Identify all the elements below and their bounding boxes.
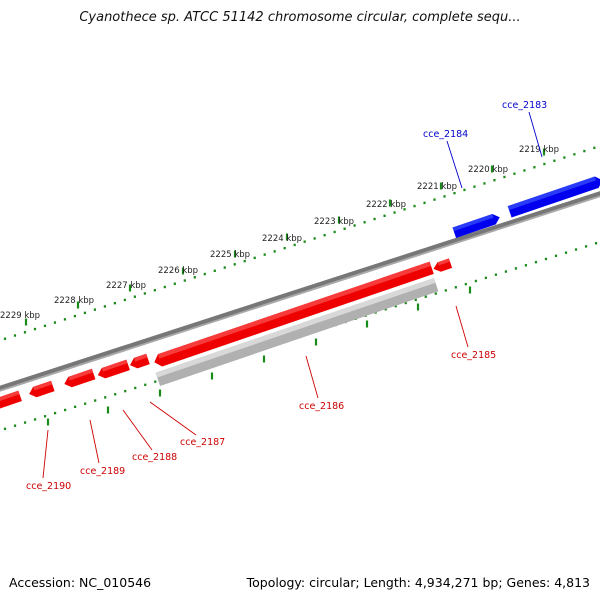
gene-label[interactable]: cce_2189 xyxy=(80,466,125,477)
scale-label: 2223 kbp xyxy=(314,217,354,227)
gene-label[interactable]: cce_2190 xyxy=(26,481,71,492)
scale-label: 2222 kbp xyxy=(366,200,406,210)
backbone-shadow xyxy=(0,195,600,392)
label-leader-line xyxy=(149,401,197,436)
gene-label[interactable]: cce_2188 xyxy=(132,452,177,463)
gene-label[interactable]: cce_2187 xyxy=(180,437,225,448)
scale-label: 2219 kbp xyxy=(519,145,559,155)
gene-arrow[interactable] xyxy=(29,380,55,398)
scale-label: 2229 kbp xyxy=(0,311,40,321)
scale-label: 2224 kbp xyxy=(262,234,302,244)
label-leader-line xyxy=(446,140,463,189)
scale-label: 2225 kbp xyxy=(210,250,250,260)
scale-label: 2220 kbp xyxy=(468,165,508,175)
outer-tick-ring xyxy=(3,146,596,340)
pseudo-gene-bar[interactable] xyxy=(155,277,439,387)
label-leader-line xyxy=(122,409,153,451)
label-leader-line xyxy=(305,355,319,399)
gene-label[interactable]: cce_2186 xyxy=(299,401,344,412)
backbone-line xyxy=(0,191,600,390)
label-leader-line xyxy=(455,305,469,348)
gene-arrow[interactable] xyxy=(64,368,96,388)
label-leader-line xyxy=(89,419,100,464)
label-leader-line xyxy=(42,429,49,479)
genome-summary-text: Topology: circular; Length: 4,934,271 bp… xyxy=(246,575,590,590)
gene-arrow[interactable] xyxy=(507,176,600,218)
scale-label: 2228 kbp xyxy=(54,296,94,306)
gene-arrow[interactable] xyxy=(154,261,434,367)
gene-labels: cce_2183 cce_2184 cce_2185 cce_2186 cce_2187… xyxy=(26,100,547,492)
gene-arrow[interactable] xyxy=(433,258,453,272)
gene-label[interactable]: cce_2184 xyxy=(423,129,468,140)
gene-arrow[interactable] xyxy=(130,353,150,369)
gene-label[interactable]: cce_2185 xyxy=(451,350,496,361)
scale-label: 2221 kbp xyxy=(417,182,457,192)
gene-arrow[interactable] xyxy=(0,390,22,410)
scale-label: 2227 kbp xyxy=(106,281,146,291)
map-title: Cyanothece sp. ATCC 51142 chromosome cir… xyxy=(79,10,521,25)
gene-arrow[interactable] xyxy=(97,359,130,379)
gene-label[interactable]: cce_2183 xyxy=(502,100,547,111)
scale-labels: 2219 kbp 2220 kbp 2221 kbp 2222 kbp 2223 kbp… xyxy=(0,145,559,321)
accession-text: Accession: NC_010546 xyxy=(9,575,152,590)
label-leader-line xyxy=(528,111,543,158)
gene-features xyxy=(0,176,600,409)
gene-arrow[interactable] xyxy=(452,213,500,238)
scale-label: 2226 kbp xyxy=(158,266,198,276)
